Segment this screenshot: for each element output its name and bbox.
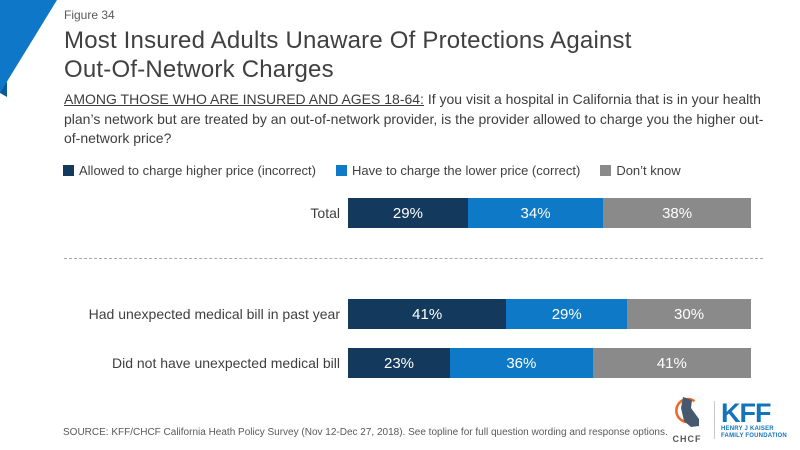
bar-segment-value: 41% <box>412 305 443 323</box>
legend-swatch-incorrect-icon <box>63 165 74 176</box>
bar-segment-value: 38% <box>662 204 693 222</box>
subtitle-population: AMONG THOSE WHO ARE INSURED AND AGES 18-… <box>64 91 424 107</box>
footer-logos: CHCF KFF HENRY J KAISER FAMILY FOUNDATIO… <box>662 396 787 444</box>
legend-item-correct: Have to charge the lower price (correct) <box>336 163 580 178</box>
legend: Allowed to charge higher price (incorrec… <box>63 163 681 178</box>
chart-title-line2: Out-Of-Network Charges <box>64 56 334 83</box>
legend-swatch-dont-know-icon <box>600 165 612 176</box>
chcf-logo-text: CHCF <box>672 434 702 444</box>
chart-title: Most Insured Adults Unaware Of Protectio… <box>64 26 632 84</box>
bar-segment: 41% <box>348 299 507 329</box>
bar-segment-value: 41% <box>656 354 687 372</box>
legend-item-incorrect: Allowed to charge higher price (incorrec… <box>63 163 316 178</box>
legend-swatch-correct-icon <box>336 165 347 176</box>
bar-segment-value: 29% <box>551 305 582 323</box>
figure-number-label: Figure 34 <box>64 8 115 22</box>
kff-logo-subtext-line1: HENRY J KAISER <box>721 425 774 432</box>
row-label-had-bill: Had unexpected medical bill in past year <box>88 306 340 322</box>
stacked-bar-had-bill: 41% 29% 30% <box>348 299 752 329</box>
bar-segment: 30% <box>627 299 752 329</box>
logo-divider <box>714 401 715 439</box>
row-label-no-bill: Did not have unexpected medical bill <box>111 355 340 371</box>
bar-segment: 41% <box>592 348 751 378</box>
legend-item-dont-know: Don’t know <box>600 163 681 178</box>
chcf-logo-mark-icon <box>675 397 699 427</box>
bar-segment: 23% <box>348 348 450 378</box>
bar-segment: 36% <box>450 348 593 378</box>
subtitle-question: If you visit a hospital in California th… <box>64 91 764 146</box>
bar-segment-value: 30% <box>674 305 705 323</box>
stacked-bar-no-bill: 23% 36% 41% <box>348 348 751 378</box>
dashed-separator <box>64 258 763 259</box>
bar-segment-value: 23% <box>383 354 415 372</box>
bar-segment-value: 36% <box>506 354 537 372</box>
bar-segment: 38% <box>603 198 751 228</box>
kff-logo: KFF HENRY J KAISER FAMILY FOUNDATION <box>721 397 787 440</box>
bar-segment: 34% <box>467 198 604 228</box>
legend-label-incorrect: Allowed to charge higher price (incorrec… <box>79 163 316 178</box>
stacked-bar-total: 29% 34% 38% <box>348 198 751 228</box>
bar-segment-value: 29% <box>392 204 423 222</box>
chart-subtitle: AMONG THOSE WHO ARE INSURED AND AGES 18-… <box>64 90 770 149</box>
kff-logo-subtext-line2: FAMILY FOUNDATION <box>721 432 787 439</box>
chart-title-line1: Most Insured Adults Unaware Of Protectio… <box>64 27 632 54</box>
bar-segment: 29% <box>506 299 628 329</box>
source-note: SOURCE: KFF/CHCF California Heath Policy… <box>63 427 668 438</box>
corner-ribbon-decoration <box>0 0 57 97</box>
bar-segment: 29% <box>348 198 468 228</box>
bar-segment-value: 34% <box>520 204 551 222</box>
row-label-total: Total <box>310 205 340 221</box>
kff-logo-text: KFF <box>721 397 771 428</box>
chcf-logo: CHCF <box>662 396 712 444</box>
legend-label-dont-know: Don’t know <box>616 163 681 178</box>
legend-label-correct: Have to charge the lower price (correct) <box>352 163 581 178</box>
